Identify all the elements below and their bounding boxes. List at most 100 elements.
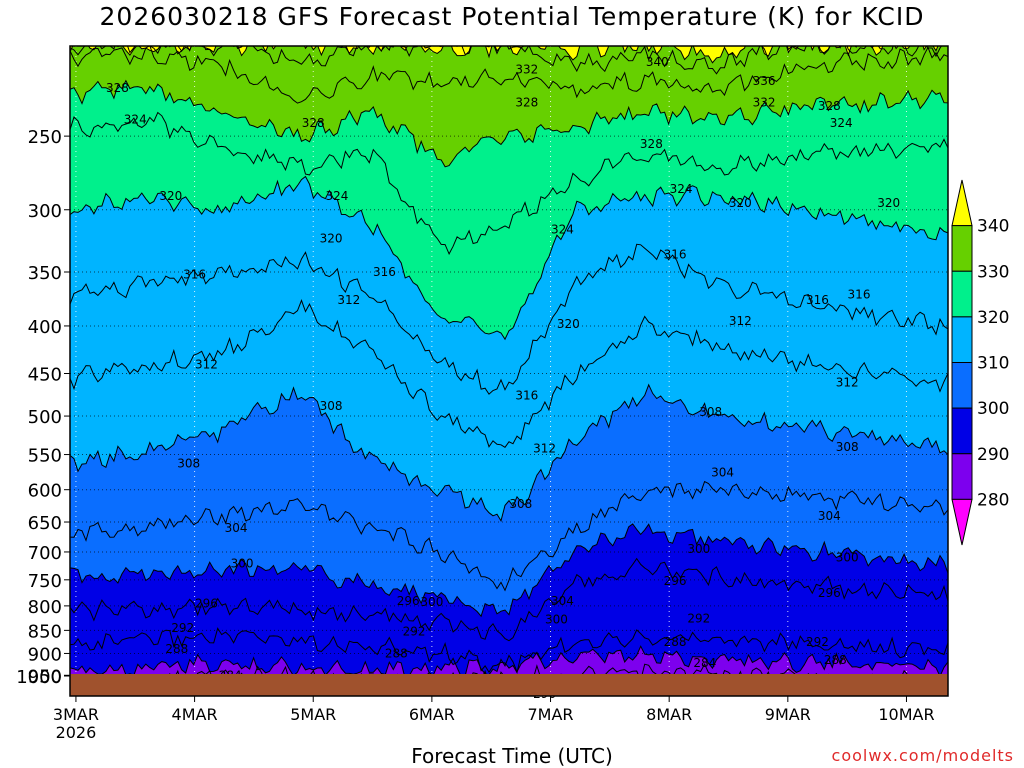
colorbar-bin bbox=[951, 453, 973, 500]
contour-label: 336 bbox=[753, 74, 776, 88]
isentrope-312 bbox=[70, 298, 948, 448]
y-tick-label: 850 bbox=[28, 621, 62, 642]
y-tick-label: 350 bbox=[28, 263, 62, 284]
y-tick-label: 950 bbox=[28, 666, 62, 687]
isentrope-296 bbox=[70, 557, 948, 642]
y-tick-label: 500 bbox=[28, 407, 62, 428]
colorbar-label: 280 bbox=[977, 490, 1009, 510]
y-tick-label: 600 bbox=[28, 481, 62, 502]
y-tick-label: 300 bbox=[28, 201, 62, 222]
contour-label: 288 bbox=[165, 642, 188, 656]
isentrope-328 bbox=[70, 79, 948, 168]
contour-label: 324 bbox=[326, 189, 349, 203]
isentrope-320 bbox=[70, 175, 948, 341]
colorbar-label: 310 bbox=[977, 354, 1009, 374]
contour-label: 316 bbox=[848, 287, 871, 301]
isentrope-332 bbox=[70, 46, 948, 104]
contour-label: 316 bbox=[373, 265, 396, 279]
contour-label: 328 bbox=[302, 116, 325, 130]
contour-label: 292 bbox=[403, 624, 426, 638]
contour-label: 320 bbox=[557, 317, 580, 331]
isentrope-layer bbox=[70, 46, 948, 693]
plot-frame bbox=[69, 45, 949, 697]
isentrope-288 bbox=[70, 645, 948, 680]
colorbar-bin bbox=[951, 362, 973, 409]
y-tick-label: 700 bbox=[28, 543, 62, 564]
x-tick-label: 10MAR bbox=[878, 705, 934, 724]
contour-label: 340 bbox=[646, 55, 669, 69]
x-tick-sublabel: 2026 bbox=[56, 723, 97, 742]
contour-label: 324 bbox=[670, 182, 693, 196]
chart-title: 2026030218 GFS Forecast Potential Temper… bbox=[99, 2, 925, 31]
y-tick-label: 450 bbox=[28, 365, 62, 386]
colorbar-label: 330 bbox=[977, 262, 1009, 282]
y-tick-label: 1000 bbox=[16, 667, 62, 688]
contour-label: 300 bbox=[545, 612, 568, 626]
contour-label: 316 bbox=[515, 388, 538, 402]
contour-label: 312 bbox=[836, 375, 859, 389]
contour-label: 308 bbox=[320, 399, 343, 413]
contour-label: 308 bbox=[699, 405, 722, 419]
y-tick-label: 800 bbox=[28, 597, 62, 618]
contour-label: 304 bbox=[551, 594, 574, 608]
x-tick-label: 7MAR bbox=[528, 705, 574, 724]
contour-label: 316 bbox=[806, 293, 829, 307]
y-tick-label: 750 bbox=[28, 571, 62, 592]
contour-label: 332 bbox=[753, 95, 776, 109]
contour-label: 284 bbox=[693, 656, 716, 670]
y-tick-label: 550 bbox=[28, 446, 62, 467]
isentrope-336 bbox=[70, 46, 943, 75]
contour-label: 320 bbox=[729, 196, 752, 210]
contour-label: 328 bbox=[106, 81, 129, 95]
colorbar-label: 340 bbox=[977, 217, 1009, 237]
contour-label: 288 bbox=[664, 635, 687, 649]
contour-label: 296 bbox=[195, 596, 218, 610]
x-tick-label: 8MAR bbox=[646, 705, 692, 724]
contour-label: 300 bbox=[687, 542, 710, 556]
contour-label: 300 bbox=[420, 595, 443, 609]
credit-link[interactable]: coolwx.com/modelts bbox=[831, 746, 1014, 765]
contour-label: 300 bbox=[836, 551, 859, 565]
theta-band-340 bbox=[70, 46, 948, 63]
contour-label: 296 bbox=[397, 594, 420, 608]
isentrope-304 bbox=[70, 480, 948, 592]
x-tick-label: 3MAR bbox=[53, 705, 99, 724]
contour-label: 300 bbox=[231, 556, 254, 570]
contour-label: 332 bbox=[515, 63, 538, 77]
contour-label: 308 bbox=[509, 497, 532, 511]
contour-label: 312 bbox=[729, 314, 752, 328]
contour-label: 320 bbox=[320, 231, 343, 245]
y-tick-label: 900 bbox=[28, 644, 62, 665]
colorbar-bin bbox=[951, 316, 973, 363]
contour-label: 312 bbox=[337, 293, 360, 307]
ground-surface bbox=[70, 674, 948, 696]
contour-label: 324 bbox=[830, 116, 853, 130]
colorbar-label: 300 bbox=[977, 399, 1009, 419]
x-tick-label: 9MAR bbox=[765, 705, 811, 724]
contour-label: 292 bbox=[171, 621, 194, 635]
contour-label: 288 bbox=[824, 653, 847, 667]
x-axis-title: Forecast Time (UTC) bbox=[411, 744, 613, 768]
contour-label: 316 bbox=[664, 247, 687, 261]
contour-label: 296 bbox=[818, 586, 841, 600]
x-tick-label: 5MAR bbox=[290, 705, 336, 724]
contour-label: 304 bbox=[225, 521, 248, 535]
contour-label: 296 bbox=[664, 574, 687, 588]
contour-label: 320 bbox=[877, 196, 900, 210]
contour-label: 324 bbox=[124, 113, 147, 127]
y-tick-label: 250 bbox=[28, 127, 62, 148]
colorbar: 340 330 320 310 300 290 280 bbox=[951, 179, 1009, 546]
colorbar-bin bbox=[951, 498, 973, 546]
contour-label-layer: 3283243203163123083043002962922882843283… bbox=[106, 55, 900, 701]
colorbar-label: 290 bbox=[977, 445, 1009, 465]
contour-label: 308 bbox=[177, 456, 200, 470]
contour-label: 312 bbox=[195, 357, 218, 371]
x-tick-label: 6MAR bbox=[409, 705, 455, 724]
contour-label: 312 bbox=[533, 442, 556, 456]
contour-label: 328 bbox=[818, 99, 841, 113]
colorbar-bin bbox=[951, 225, 973, 272]
contour-label: 292 bbox=[687, 611, 710, 625]
contour-label: 328 bbox=[640, 137, 663, 151]
